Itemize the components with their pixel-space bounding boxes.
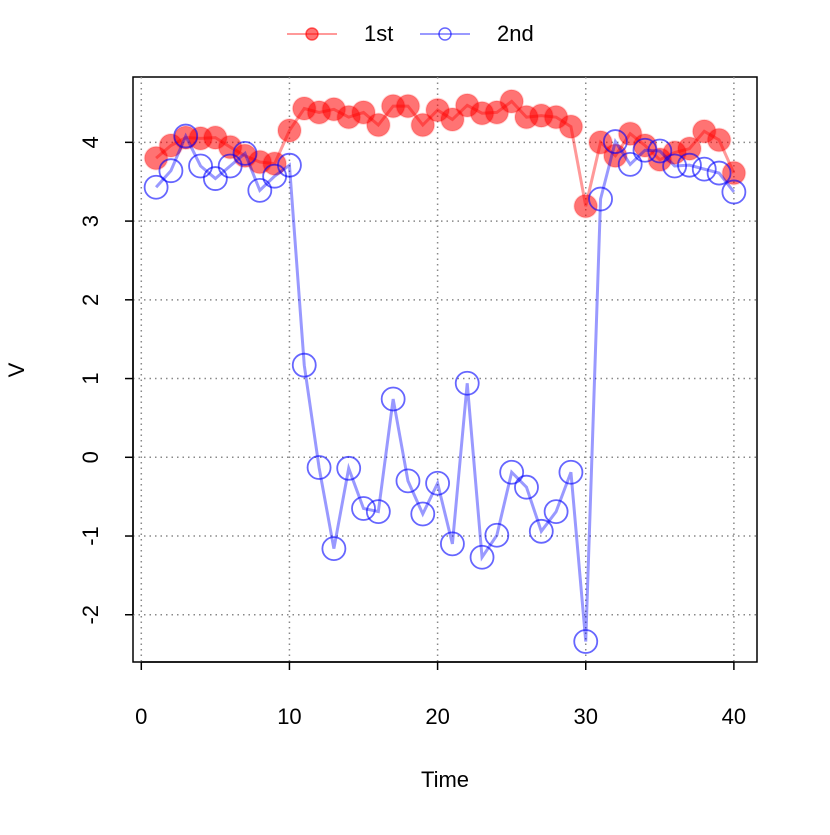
point — [306, 455, 332, 480]
x-axis-label: Time — [421, 767, 469, 792]
point — [173, 123, 199, 149]
point — [662, 153, 688, 179]
y-axis-label: V — [4, 362, 29, 377]
point — [514, 474, 539, 500]
point — [291, 352, 317, 378]
point — [158, 158, 184, 184]
point — [351, 496, 376, 521]
point — [410, 501, 436, 527]
y-tick-label: 0 — [78, 451, 103, 463]
point — [469, 544, 495, 570]
point — [558, 459, 584, 485]
point — [558, 114, 584, 140]
point — [440, 107, 465, 132]
x-tick-label: 0 — [135, 704, 147, 729]
y-tick-label: 3 — [78, 215, 103, 227]
point — [543, 499, 569, 525]
x-tick-label: 10 — [277, 704, 301, 729]
point — [365, 112, 391, 138]
point — [277, 152, 302, 178]
point — [484, 522, 510, 548]
legend-marker — [438, 27, 452, 41]
point — [617, 151, 643, 177]
point — [247, 177, 273, 203]
x-tick-label: 20 — [425, 704, 449, 729]
point — [395, 468, 421, 494]
point — [365, 499, 391, 525]
point — [202, 166, 228, 191]
point — [336, 455, 362, 481]
point — [425, 470, 450, 496]
y-tick-label: 1 — [78, 372, 103, 384]
point — [573, 193, 599, 219]
point — [143, 174, 169, 200]
point — [188, 153, 213, 179]
point — [573, 629, 599, 654]
point — [632, 137, 658, 163]
point — [588, 186, 613, 212]
point — [528, 518, 554, 544]
point — [440, 531, 465, 557]
legend-marker — [305, 27, 319, 41]
x-tick-label: 40 — [722, 704, 746, 729]
legend-label: 2nd — [497, 21, 534, 46]
point — [721, 179, 747, 205]
point — [454, 370, 480, 396]
series-line — [154, 132, 736, 642]
y-tick-label: 2 — [78, 294, 103, 306]
y-tick-label: -1 — [78, 526, 103, 546]
point — [706, 127, 732, 153]
point — [647, 138, 673, 164]
point — [602, 143, 628, 169]
point — [232, 140, 258, 166]
point — [706, 160, 732, 186]
point — [677, 152, 702, 178]
point — [499, 459, 525, 485]
point — [691, 156, 717, 182]
point — [410, 112, 436, 138]
point — [277, 118, 302, 143]
point — [321, 536, 347, 562]
point — [499, 89, 525, 114]
y-tick-label: -2 — [78, 605, 103, 625]
y-tick-label: 4 — [78, 136, 103, 148]
legend-label: 1st — [364, 21, 393, 46]
point — [602, 129, 628, 154]
x-tick-label: 30 — [573, 704, 597, 729]
point — [395, 93, 421, 119]
point — [380, 386, 406, 412]
point — [217, 153, 243, 179]
